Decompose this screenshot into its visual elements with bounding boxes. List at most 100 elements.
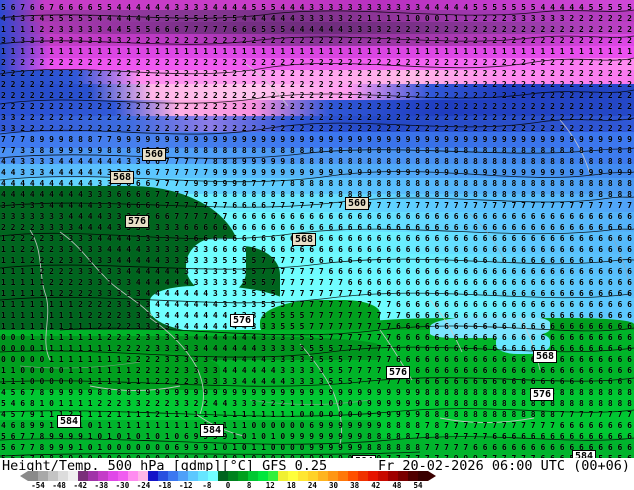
temperature-value-row: 4 6 8 9 9 1 0 9 1 0 1 1 1 1 1 1 1 1 1 1 …	[1, 421, 632, 430]
footer-title-row: Height/Temp. 500 hPa [gdmp][°C] GFS 0.25…	[2, 458, 632, 474]
colorbar-swatch	[298, 471, 308, 481]
contour-height-label: 568	[533, 350, 558, 363]
colorbar-swatch	[28, 471, 38, 481]
temperature-value-row: 4 4 4 4 4 4 4 4 4 3 3 3 6 6 6 6 7 7 7 7 …	[1, 190, 632, 199]
colorbar-swatch	[368, 471, 378, 481]
colorbar-swatch	[218, 471, 228, 481]
colorbar-swatch	[348, 471, 358, 481]
colorbar-tick-label: -24	[136, 481, 151, 490]
contour-height-label: 576	[530, 388, 555, 401]
colorbar-swatch	[358, 471, 368, 481]
temperature-value-row: 1 1 1 1 1 1 2 2 2 2 3 3 3 3 3 4 4 4 4 4 …	[1, 289, 632, 298]
colorbar-swatch	[378, 471, 388, 481]
colorbar-tick-label: 42	[371, 481, 381, 490]
colorbar-swatch	[58, 471, 68, 481]
contour-height-label: 576	[125, 215, 150, 228]
colorbar-swatch	[398, 471, 408, 481]
temperature-value-row: 7 7 3 3 8 8 9 9 9 9 9 8 8 8 8 8 8 8 8 8 …	[1, 146, 632, 155]
contour-height-label: 568	[110, 171, 135, 184]
colorbar-swatch	[38, 471, 48, 481]
land-shading-bright	[380, 398, 634, 438]
temperature-value-row: 1 1 2 2 2 2 3 3 3 3 3 4 4 4 4 3 3 3 3 3 …	[1, 245, 632, 254]
temperature-value-row: 1 1 1 1 2 2 3 3 3 3 3 4 4 5 5 5 6 6 6 7 …	[1, 25, 632, 34]
colorbar-tick-label: 48	[392, 481, 402, 490]
temperature-value-row: 1 1 1 1 1 1 1 1 1 1 2 2 2 2 3 3 3 3 4 4 …	[1, 322, 632, 331]
colorbar-swatch	[168, 471, 178, 481]
colorbar-tick-label: -18	[157, 481, 172, 490]
contour-height-label: 560	[142, 148, 167, 161]
colorbar-tick-label: 0	[225, 481, 231, 490]
colorbar-tick-label: 54	[413, 481, 423, 490]
forecast-map[interactable]: 5 6 7 6 6 7 6 6 6 6 5 5 4 4 4 4 4 4 3 3 …	[0, 0, 634, 458]
contour-height-label: 584	[57, 415, 82, 428]
colorbar-swatch	[48, 471, 58, 481]
temperature-value-row: 1 2 2 2 2 3 3 3 3 3 4 4 4 4 3 3 3 3 3 3 …	[1, 234, 632, 243]
temperature-value-row: 0 0 0 0 0 1 1 1 1 1 1 1 1 2 2 2 2 3 3 3 …	[1, 355, 632, 364]
colorbar-swatches	[28, 471, 428, 481]
temperature-value-row: 4 5 7 9 1 1 1 2 1 1 1 2 1 1 1 1 2 1 1 1 …	[1, 410, 632, 419]
temperature-value-row: 3 3 2 2 2 2 2 2 2 2 2 2 2 2 2 2 2 2 2 2 …	[1, 124, 632, 133]
colorbar-tick-label: -42	[73, 481, 87, 490]
temperature-value-row: 2 2 2 2 2 2 2 2 2 2 2 2 2 2 2 2 2 2 2 2 …	[1, 58, 632, 67]
product-title: Height/Temp. 500 hPa [gdmp][°C] GFS 0.25	[2, 458, 328, 474]
contour-height-label: 568	[292, 233, 317, 246]
temperature-value-grid: 5 6 7 6 6 7 6 6 6 6 5 5 4 4 4 4 4 4 3 3 …	[1, 3, 632, 458]
temperature-value-row: 3 3 3 3 3 4 4 4 4 4 3 3 3 6 6 6 6 7 7 7 …	[1, 201, 632, 210]
temp-band	[0, 34, 634, 46]
colorbar-low-arrow	[20, 471, 28, 481]
colorbar-swatch	[158, 471, 168, 481]
contour-height-label: 584	[572, 450, 597, 458]
colorbar-tick-label: -54	[31, 481, 45, 490]
temperature-value-row: 5 6 7 7 8 9 9 9 9 1 0 1 0 1 0 1 0 1 0 6 …	[1, 432, 632, 441]
colorbar-swatch	[208, 471, 218, 481]
colorbar-swatch	[178, 471, 188, 481]
colorbar-tick-label: 12	[265, 481, 275, 490]
temperature-value-row: 3 3 3 3 3 3 3 3 3 3 3 3 3 2 2 2 2 2 2 2 …	[1, 36, 632, 45]
temperature-value-row: 5 6 7 7 8 9 9 9 1 0 1 0 0 0 0 0 0 0 6 9 …	[1, 443, 632, 452]
colorbar-swatch	[228, 471, 238, 481]
temperature-value-row: 2 2 2 2 2 2 2 2 2 2 2 2 2 2 2 2 2 2 2 2 …	[1, 91, 632, 100]
map-footer: Height/Temp. 500 hPa [gdmp][°C] GFS 0.25…	[0, 458, 634, 490]
temperature-value-row: 0 0 0 1 1 1 1 1 1 1 1 2 2 2 2 3 3 3 3 3 …	[1, 333, 632, 342]
temperature-value-row: 4 4 4 4 4 4 4 4 4 4 3 3 3 6 6 6 7 7 7 7 …	[1, 179, 632, 188]
colorbar-tick-label: -48	[52, 481, 66, 490]
temperature-value-row: 2 2 2 2 2 2 2 2 2 2 2 2 2 2 2 2 2 2 2 2 …	[1, 102, 632, 111]
colorbar-tick-label: -12	[178, 481, 193, 490]
temp-band	[0, 132, 634, 148]
temp-band	[0, 70, 634, 84]
temperature-value-row: 3 3 2 2 2 2 2 2 2 2 2 2 2 2 2 2 2 2 2 2 …	[1, 113, 632, 122]
colorbar-tick-label: 30	[329, 481, 339, 490]
colorbar-swatch	[408, 471, 418, 481]
temperature-value-row: 1 1 1 1 1 2 2 2 2 3 3 3 3 3 4 4 4 4 4 4 …	[1, 278, 632, 287]
temp-band	[0, 100, 634, 116]
colorbar-swatch	[258, 471, 268, 481]
colorbar-swatch	[388, 471, 398, 481]
land-mass-dark	[0, 188, 120, 212]
colorbar-swatch	[238, 471, 248, 481]
temperature-value-row: 0 0 0 0 1 1 1 1 1 1 1 1 2 2 2 2 3 3 3 3 …	[1, 344, 632, 353]
temp-band	[0, 46, 634, 58]
temperature-value-row: 5 6 7 6 6 7 6 6 6 6 5 5 4 4 4 4 4 4 3 3 …	[1, 3, 632, 12]
colorbar-tick-label: 24	[307, 481, 317, 490]
colorbar-swatch	[138, 471, 148, 481]
temperature-value-row: 4 4 3 3 4 5 5 5 5 5 4 4 4 4 4 4 5 5 5 5 …	[1, 14, 632, 23]
temperature-value-row: 4 4 3 3 3 3 4 4 4 4 4 4 4 3 3 6 6 7 7 7 …	[1, 157, 632, 166]
colorbar-tick-label: -38	[94, 481, 109, 490]
temperature-value-row: 1 1 1 1 1 1 1 1 2 2 2 2 3 3 3 3 4 4 4 4 …	[1, 300, 632, 309]
colorbar-swatch	[278, 471, 288, 481]
colorbar-swatch	[308, 471, 318, 481]
temp-band	[0, 116, 634, 132]
colorbar-swatch	[338, 471, 348, 481]
colorbar	[28, 471, 428, 481]
colorbar-swatch	[328, 471, 338, 481]
temperature-value-row: 5 4 6 8 1 0 1 1 1 1 2 2 2 3 3 2 2 2 3 3 …	[1, 399, 632, 408]
temperature-value-row: 4 5 6 7 8 9 9 9 9 9 8 8 8 8 9 9 9 9 9 9 …	[1, 388, 632, 397]
colorbar-swatch	[198, 471, 208, 481]
temperature-value-row: 1 1 1 1 1 1 1 1 1 2 2 2 2 3 3 3 3 4 4 4 …	[1, 311, 632, 320]
contour-height-label: 560	[345, 197, 370, 210]
colorbar-swatch	[98, 471, 108, 481]
temperature-value-row: 1 1 1 0 0 0 0 0 0 1 1 1 1 1 1 1 2 2 2 2 …	[1, 377, 632, 386]
temperature-value-row: 1 1 1 2 2 2 2 3 3 3 3 3 4 4 4 4 4 3 3 3 …	[1, 256, 632, 265]
contour-height-label: 576	[386, 366, 411, 379]
